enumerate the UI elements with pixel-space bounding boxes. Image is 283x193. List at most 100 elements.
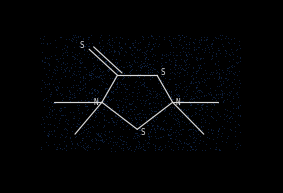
- Point: [142, 116, 147, 119]
- Point: [87, 74, 92, 77]
- Point: [226, 135, 230, 138]
- Point: [177, 85, 182, 88]
- Point: [96, 147, 100, 150]
- Point: [42, 130, 46, 133]
- Point: [140, 98, 145, 102]
- Point: [145, 43, 150, 46]
- Point: [128, 73, 133, 76]
- Point: [73, 61, 77, 64]
- Point: [171, 51, 175, 54]
- Point: [72, 56, 76, 59]
- Point: [198, 106, 203, 109]
- Point: [111, 120, 115, 123]
- Point: [177, 121, 181, 124]
- Point: [160, 52, 164, 55]
- Point: [130, 136, 135, 139]
- Point: [138, 63, 143, 66]
- Point: [197, 38, 201, 41]
- Point: [193, 149, 198, 152]
- Point: [209, 103, 213, 106]
- Point: [222, 48, 227, 51]
- Point: [109, 108, 113, 111]
- Point: [213, 71, 218, 74]
- Point: [180, 108, 185, 111]
- Point: [99, 33, 104, 36]
- Point: [140, 73, 144, 76]
- Point: [231, 72, 236, 75]
- Point: [85, 49, 90, 52]
- Point: [54, 84, 59, 87]
- Point: [121, 75, 126, 78]
- Point: [177, 39, 181, 42]
- Point: [198, 135, 202, 138]
- Point: [132, 108, 137, 111]
- Point: [236, 105, 241, 108]
- Point: [91, 72, 95, 75]
- Point: [90, 91, 95, 94]
- Point: [165, 93, 170, 96]
- Point: [143, 59, 147, 62]
- Point: [108, 43, 112, 46]
- Point: [219, 83, 223, 86]
- Point: [121, 146, 126, 150]
- Point: [121, 84, 126, 87]
- Point: [137, 126, 142, 129]
- Point: [187, 84, 192, 87]
- Point: [186, 114, 190, 117]
- Point: [146, 138, 151, 141]
- Point: [149, 109, 154, 112]
- Point: [54, 46, 59, 49]
- Point: [170, 141, 175, 144]
- Point: [215, 129, 220, 132]
- Point: [112, 76, 116, 80]
- Point: [205, 104, 210, 107]
- Point: [176, 104, 181, 107]
- Point: [182, 58, 187, 61]
- Point: [147, 103, 151, 106]
- Point: [94, 76, 99, 79]
- Point: [161, 126, 165, 130]
- Point: [112, 51, 117, 54]
- Point: [190, 122, 195, 125]
- Text: S: S: [160, 68, 165, 77]
- Point: [115, 82, 120, 85]
- Point: [84, 118, 89, 121]
- Point: [113, 88, 117, 91]
- Point: [166, 134, 171, 137]
- Point: [77, 73, 81, 76]
- Point: [237, 69, 241, 72]
- Point: [218, 93, 222, 96]
- Point: [67, 69, 71, 72]
- Point: [91, 62, 96, 65]
- Point: [136, 123, 141, 126]
- Point: [229, 114, 233, 117]
- Point: [80, 61, 84, 64]
- Point: [72, 46, 76, 49]
- Point: [136, 64, 141, 67]
- Point: [78, 61, 82, 64]
- Point: [117, 98, 122, 102]
- Point: [93, 100, 97, 103]
- Point: [215, 49, 220, 52]
- Point: [142, 65, 147, 68]
- Point: [80, 41, 84, 44]
- Point: [71, 79, 76, 82]
- Point: [75, 53, 80, 57]
- Point: [138, 66, 143, 69]
- Point: [79, 39, 83, 42]
- Point: [177, 139, 182, 142]
- Point: [150, 124, 154, 127]
- Point: [138, 147, 142, 150]
- Point: [117, 66, 122, 69]
- Point: [152, 110, 157, 113]
- Point: [206, 130, 210, 134]
- Point: [197, 64, 202, 67]
- Point: [153, 53, 157, 56]
- Point: [120, 135, 124, 138]
- Point: [154, 112, 158, 115]
- Point: [185, 107, 190, 110]
- Point: [190, 98, 194, 101]
- Point: [75, 89, 80, 92]
- Point: [142, 82, 147, 85]
- Point: [170, 70, 174, 73]
